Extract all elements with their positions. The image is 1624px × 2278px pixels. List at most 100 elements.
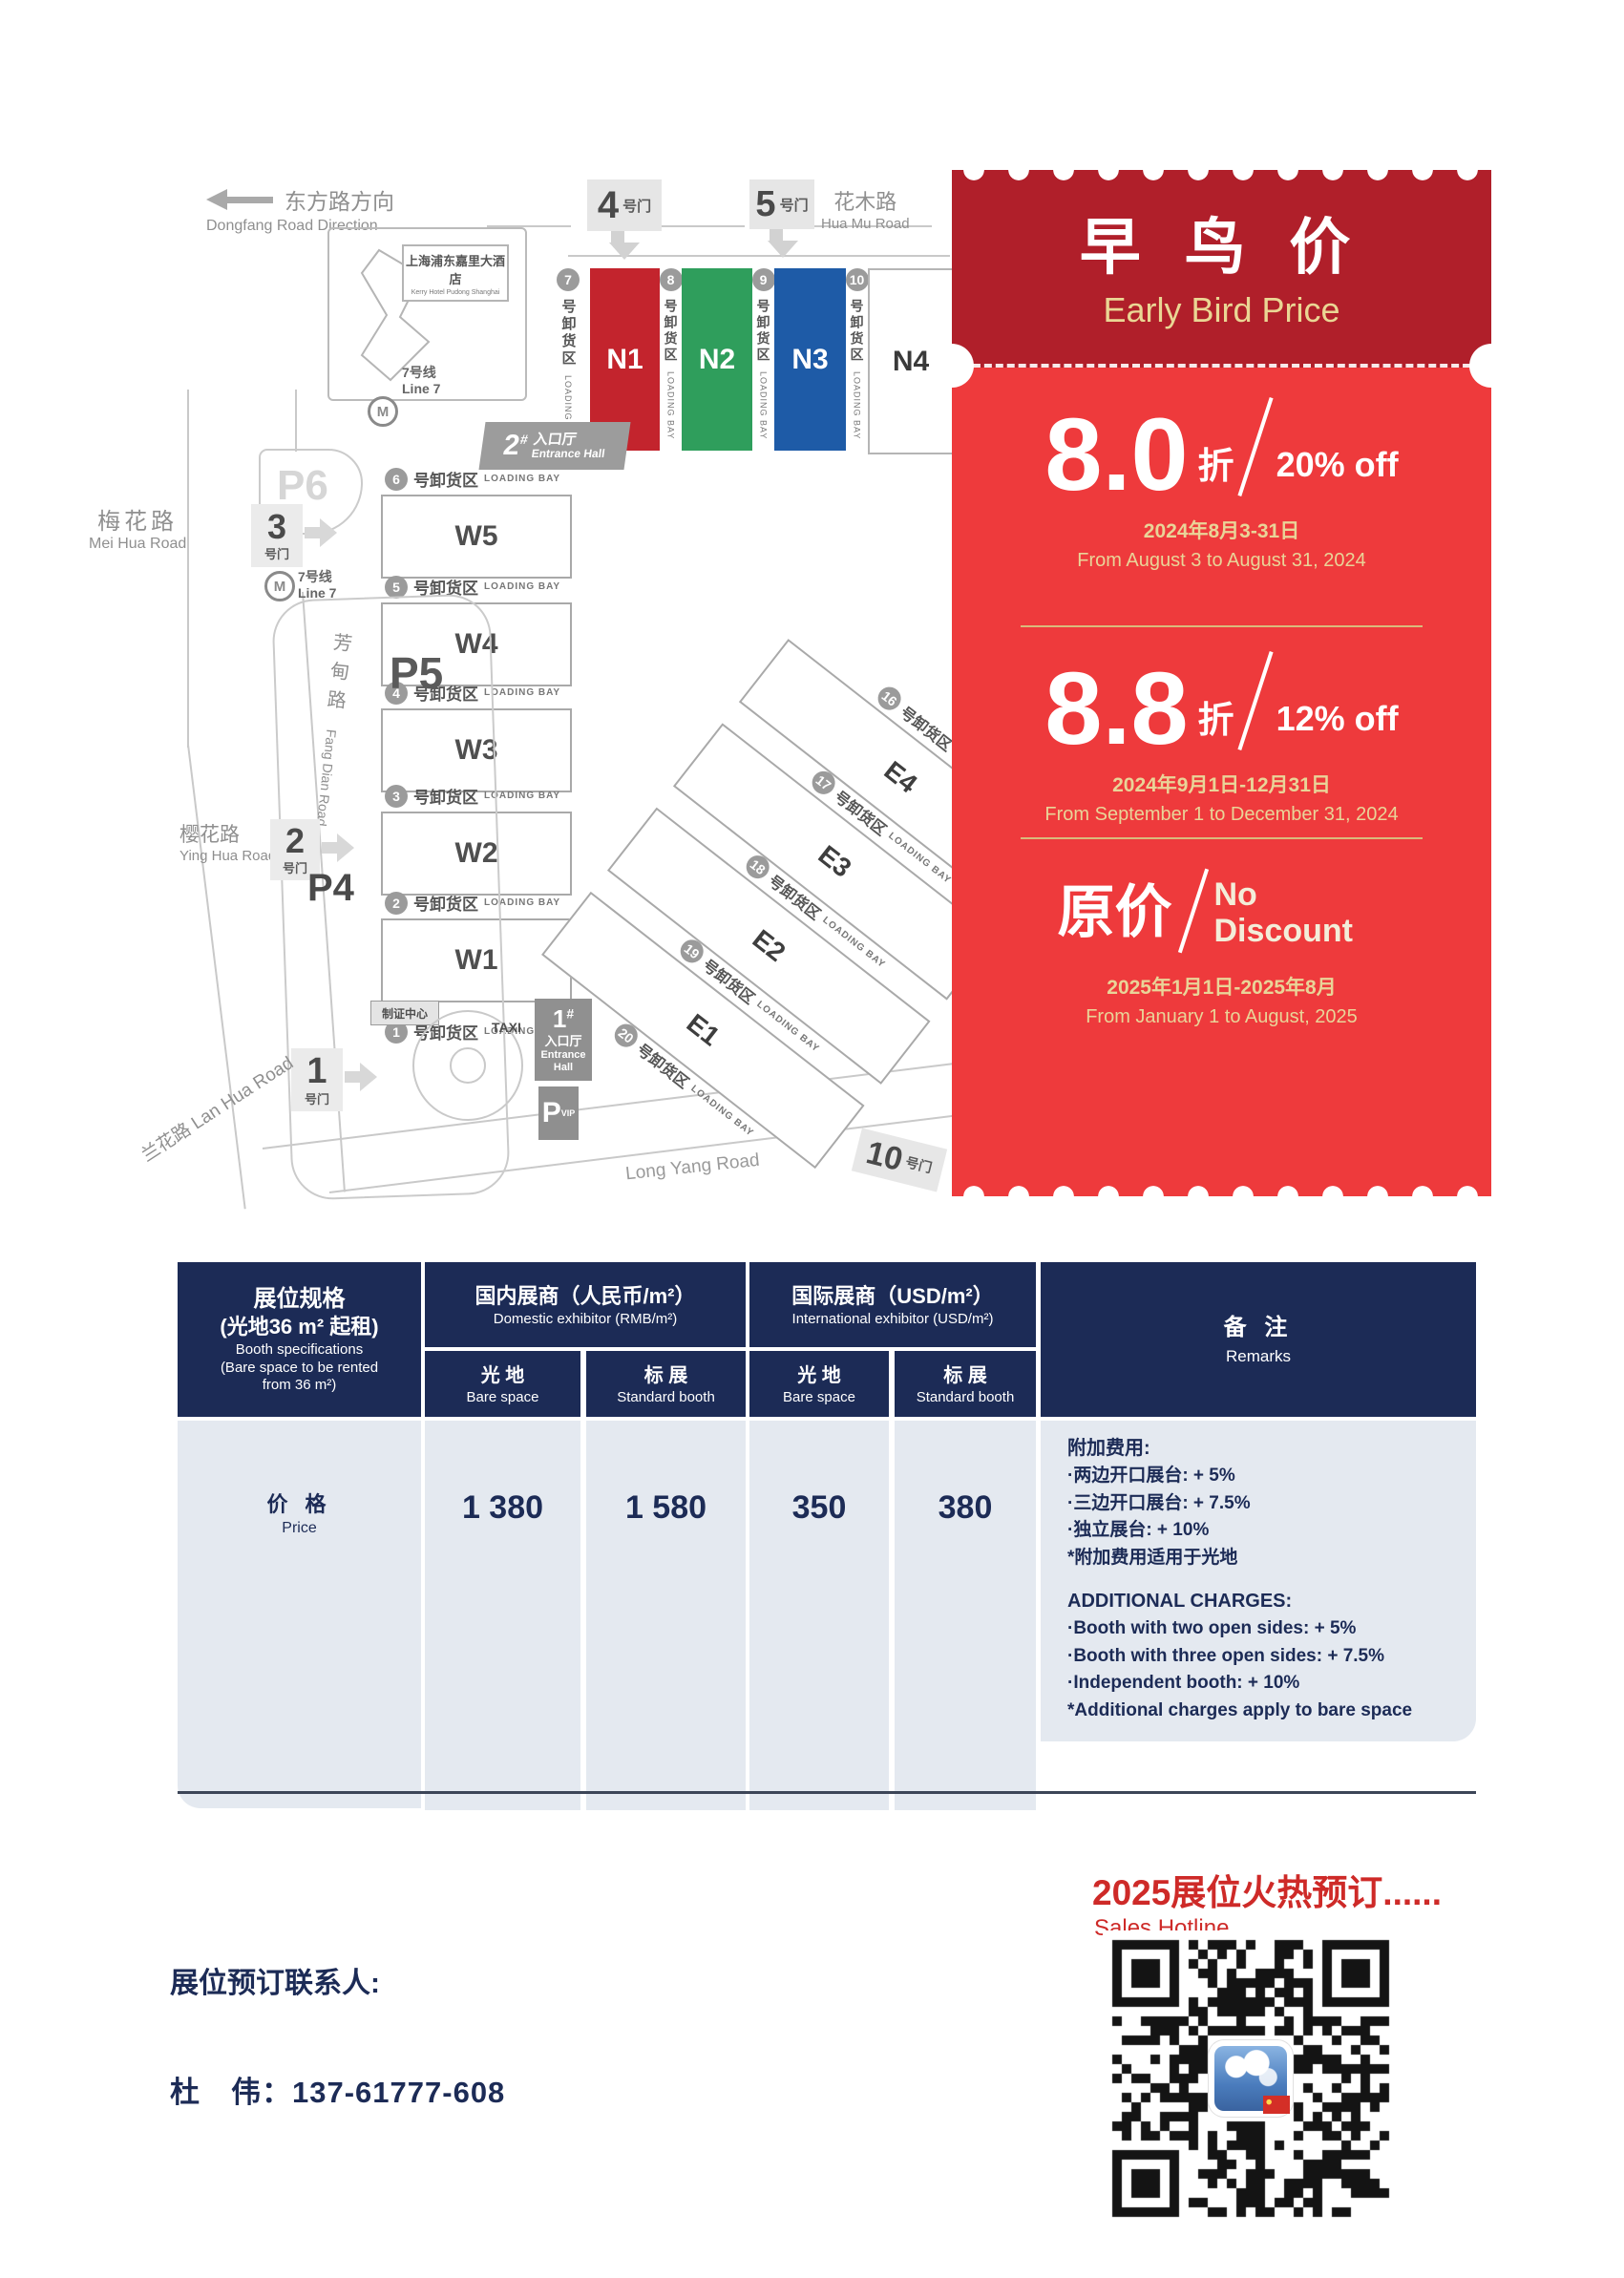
parking-p4-label: P4 <box>307 867 354 909</box>
price-dom-bare: 1 380 <box>425 1421 580 1810</box>
tier-date-zh: 2024年9月1日-12月31日 <box>1112 774 1331 796</box>
hall-n1: N1 <box>590 268 660 451</box>
wechat-qr-code <box>1103 1930 1399 2226</box>
price-intl-standard: 380 <box>895 1421 1036 1810</box>
road-line <box>808 225 932 227</box>
header-booth-spec: 展位规格 (光地36 m² 起租) Booth specifications (… <box>178 1262 421 1417</box>
gate-4-arrow-head <box>609 243 640 260</box>
dongfang-direction: 东方路方向 Dongfang Road Direction <box>206 183 394 235</box>
header-international: 国际展商（USD/m²） International exhibitor (US… <box>749 1262 1036 1347</box>
metro-line7-label: 7号线 Line 7 <box>402 365 441 396</box>
contact-phone: 杜 伟：137-61777-608 <box>170 2076 506 2109</box>
loading-bay-6: 6 号卸货区 LOADING BAY <box>385 467 560 491</box>
gate-2: 2 号门 <box>270 819 320 880</box>
flag-badge-icon <box>1263 2096 1290 2114</box>
contact-label: 展位预订联系人: <box>170 1968 380 1999</box>
loading-bay-7: 7 号卸货区 LOADING BAY <box>549 268 587 451</box>
gate-10: 10 号门 <box>851 1128 948 1192</box>
discount-unit: 折 <box>1197 701 1234 741</box>
footer-divider <box>178 1791 1476 1794</box>
hall-n2: N2 <box>682 268 752 451</box>
hall-w3: W3 <box>381 708 572 792</box>
header-remarks: 备 注 Remarks <box>1041 1262 1476 1417</box>
vip-parking: P VIP <box>538 1086 579 1140</box>
entrance-hall-2: 2# 入口厅 Entrance Hall <box>478 422 631 470</box>
sales-hotline-title: 2025展位火热预订...... <box>1092 1873 1442 1912</box>
parking-p5-label: P5 <box>390 648 444 698</box>
road-line <box>187 744 246 1210</box>
coupon-scallop-bottom <box>952 1181 1491 1196</box>
hall-w1: W1 <box>381 918 572 1002</box>
subheader-intl-bare: 光 地 Bare space <box>749 1351 889 1417</box>
gate-1-arrow <box>345 1071 360 1083</box>
road-line <box>487 225 571 227</box>
gate-2-arrow <box>322 842 337 854</box>
tier-date-en: From August 3 to August 31, 2024 <box>1077 550 1366 571</box>
discount-value: 原价 <box>1057 880 1172 944</box>
price-tier-3: 原价 No Discount 2025年1月1日-2025年8月 From Ja… <box>952 867 1491 1028</box>
gate-4-arrow <box>611 231 624 244</box>
longyang-road: Long Yang Road <box>624 1150 761 1185</box>
discount-unit: 折 <box>1197 447 1234 487</box>
roundabout-center <box>450 1047 486 1084</box>
tier-date-en: From January 1 to August, 2025 <box>1086 1006 1358 1027</box>
price-tier-1: 8.0 折 20% off 2024年8月3-31日 From August 3… <box>952 395 1491 572</box>
taxi-label: TAXI <box>492 1020 521 1035</box>
discount-value: 8.0 <box>1044 396 1189 513</box>
road-line <box>187 390 189 748</box>
loading-bay-8: 8 号卸货区 LOADING BAY <box>659 268 683 451</box>
coupon-title: 早 鸟 价 <box>1079 213 1364 282</box>
road-label: 东方路方向 <box>285 189 394 214</box>
tier-date-zh: 2025年1月1日-2025年8月 <box>1107 977 1337 999</box>
loading-bay-4: 4 号卸货区 LOADING BAY <box>385 681 560 705</box>
discount-off: 20% off <box>1276 445 1399 484</box>
remarks-cell: 附加费用: ·两边开口展台: + 5% ·三边开口展台: + 7.5% ·独立展… <box>1041 1421 1476 1741</box>
road-label-en: Dongfang Road Direction <box>206 218 378 234</box>
hall-w2: W2 <box>381 812 572 896</box>
hall-w5: W5 <box>381 495 572 579</box>
coupon-title-en: Early Bird Price <box>1103 290 1340 329</box>
gate-5-arrow-head <box>768 241 798 258</box>
gate-4: 4 号门 <box>587 179 662 231</box>
yinghua-road: 樱花路 Ying Hua Road <box>179 824 277 864</box>
gate-3: 3 号门 <box>251 504 303 567</box>
road-line <box>645 225 745 227</box>
gold-divider <box>1021 625 1423 627</box>
price-tier-2: 8.8 折 12% off 2024年9月1日-12月31日 From Sept… <box>952 649 1491 826</box>
loading-bay-2: 2 号卸货区 LOADING BAY <box>385 891 560 915</box>
early-bird-coupon: 早 鸟 价 Early Bird Price 8.0 折 20% off 202… <box>930 170 1513 1196</box>
gate-1: 1 号门 <box>291 1048 343 1111</box>
subheader-dom-standard: 标 展 Standard booth <box>586 1351 746 1417</box>
header-domestic: 国内展商（人民币/m²） Domestic exhibitor (RMB/m²) <box>425 1262 746 1347</box>
row-price-label: 价 格 Price <box>178 1421 421 1808</box>
hall-n3: N3 <box>774 268 846 451</box>
coupon-scallop-top <box>952 170 1491 185</box>
qr-center-logo <box>1209 2040 1293 2117</box>
gate-5: 5 号门 <box>749 179 814 229</box>
discount-off: No Discount <box>1213 875 1353 949</box>
road-line <box>568 255 950 257</box>
coupon-body <box>952 368 1491 1196</box>
metro-line7-label-2: 7号线 Line 7 <box>298 569 337 601</box>
tier-date-en: From September 1 to December 31, 2024 <box>1044 804 1399 825</box>
venue-map: 东方路方向 Dongfang Road Direction 4 号门 5 号门 … <box>86 162 1063 1217</box>
slash-divider <box>1236 397 1274 496</box>
discount-value: 8.8 <box>1044 650 1189 767</box>
metro-icon: M <box>368 396 398 427</box>
arrow-bar <box>227 196 273 203</box>
road-line <box>295 390 297 452</box>
discount-off: 12% off <box>1276 699 1399 738</box>
subheader-intl-standard: 标 展 Standard booth <box>895 1351 1036 1417</box>
loading-bay-3: 3 号卸货区 LOADING BAY <box>385 784 560 808</box>
gate-2-arrow-head <box>337 833 354 862</box>
price-table: 展位规格 (光地36 m² 起租) Booth specifications (… <box>178 1262 1476 1810</box>
coupon-notch-right <box>1469 344 1513 388</box>
hotel-block: 上海浦东嘉里大酒店 Kerry Hotel Pudong Shanghai 7号… <box>327 227 527 427</box>
gate-3-arrow-head <box>320 518 337 547</box>
gate-5-arrow <box>770 229 783 243</box>
coupon-perforation <box>961 364 1482 368</box>
gold-divider <box>1021 837 1423 839</box>
parking-p6-label: P6 <box>277 462 328 509</box>
coupon-header <box>952 170 1491 368</box>
subheader-dom-bare: 光 地 Bare space <box>425 1351 580 1417</box>
